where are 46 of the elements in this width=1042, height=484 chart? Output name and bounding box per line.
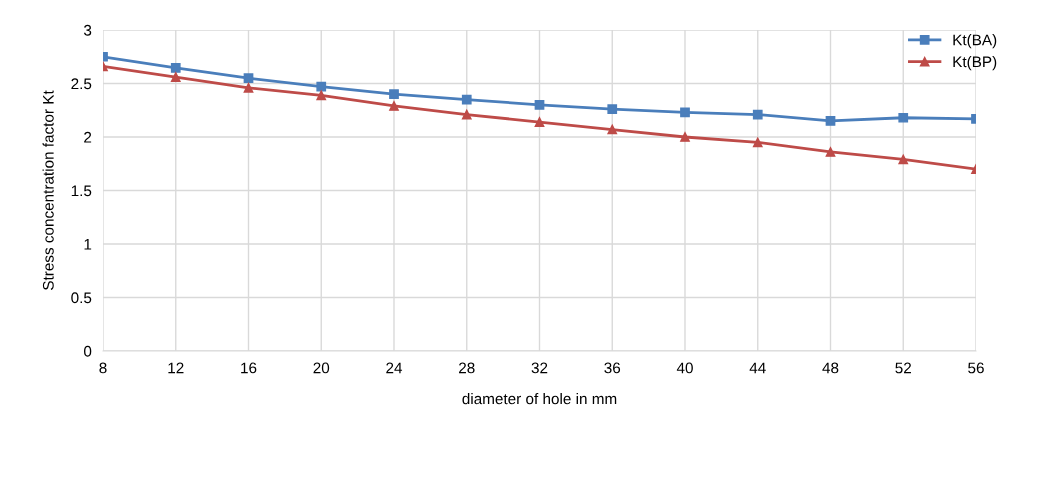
y-tick-label: 1 [84, 239, 92, 250]
point [752, 137, 763, 148]
y-tick-label: 2 [84, 131, 92, 143]
point [243, 82, 254, 93]
x-tick-label: 20 [313, 362, 330, 374]
x-tick-label: 52 [895, 362, 911, 374]
y-tick-label: 0.5 [71, 292, 92, 304]
x-tick-label: 36 [604, 362, 621, 374]
point [389, 89, 399, 100]
point [534, 117, 545, 127]
x-tick-label: 8 [99, 362, 107, 374]
legend-label: Kt(BA) [953, 34, 997, 49]
point [461, 109, 472, 120]
point [680, 132, 690, 142]
point [389, 101, 399, 111]
point [170, 72, 181, 82]
point [607, 104, 618, 115]
point [316, 90, 327, 101]
legend-label: Kt(BP) [953, 56, 997, 71]
y-axis-title: Stress concentration factor Kt [42, 90, 54, 290]
point [243, 73, 254, 84]
x-tick-label: 44 [749, 362, 766, 374]
x-tick-label: 32 [531, 362, 548, 374]
point [898, 154, 909, 165]
point [825, 116, 836, 126]
x-tick-label: 48 [822, 362, 839, 374]
y-tick-label: 1.5 [71, 185, 92, 197]
y-tick-label: 2.5 [71, 78, 92, 90]
x-tick-label: 40 [676, 362, 693, 374]
x-tick-label: 28 [459, 362, 475, 374]
point [170, 63, 181, 73]
point [825, 147, 836, 157]
x-axis-title: diameter of hole in mm [462, 393, 617, 405]
x-tick-label: 16 [241, 362, 257, 374]
x-tick-label: 24 [386, 362, 403, 374]
x-tick-label: 12 [168, 362, 184, 374]
point [680, 107, 690, 118]
y-tick-label: 0 [83, 345, 92, 357]
point [752, 109, 763, 120]
point [461, 94, 472, 105]
y-tick-label: 3 [83, 24, 92, 36]
point [607, 124, 618, 135]
point [534, 100, 545, 110]
x-tick-label: 56 [968, 362, 984, 374]
point [898, 112, 909, 123]
point [316, 81, 327, 92]
